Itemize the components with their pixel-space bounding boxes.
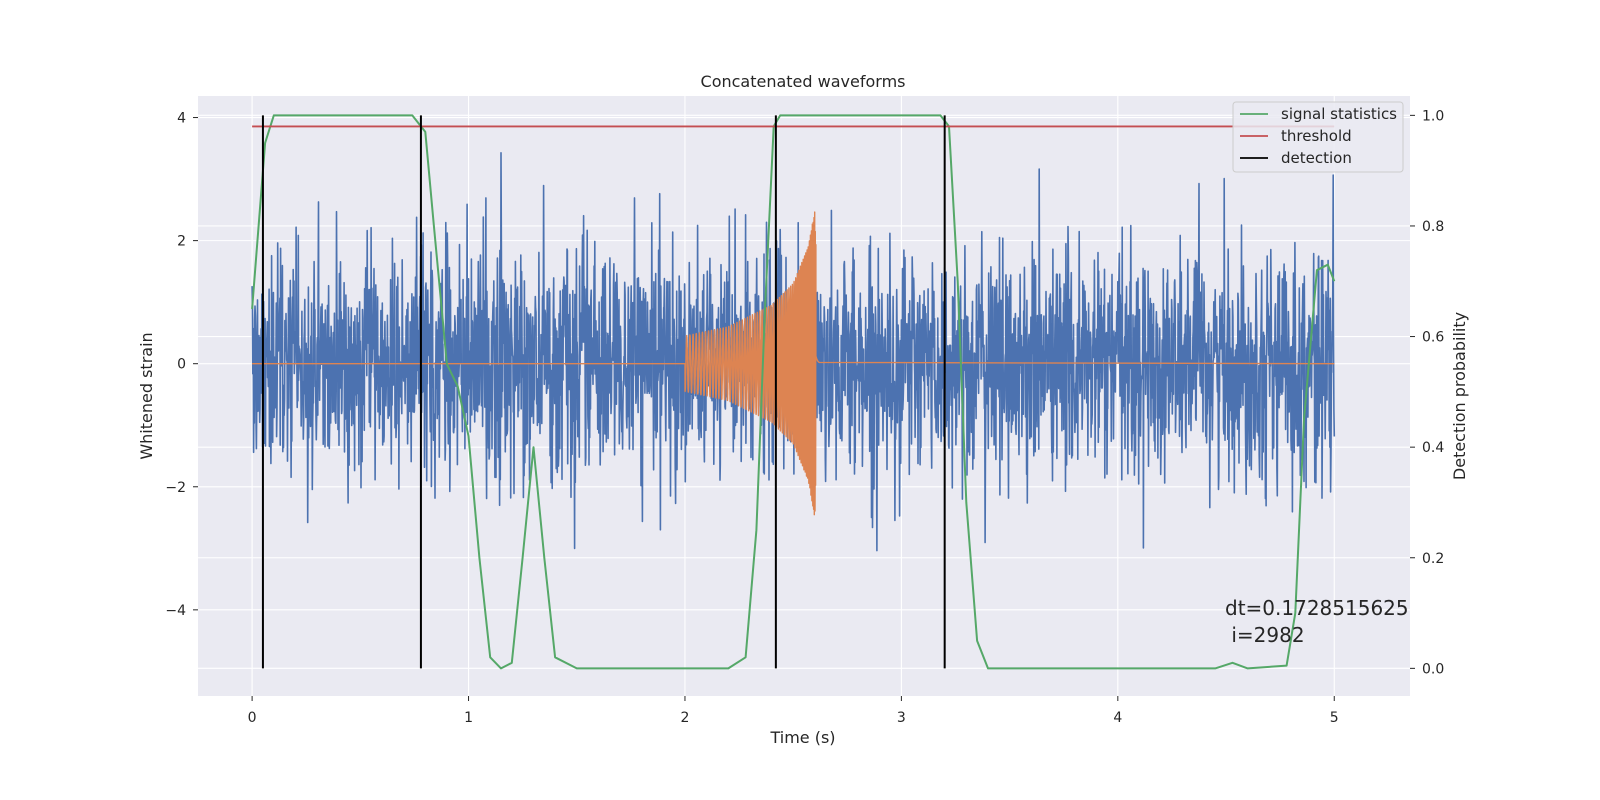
y-tick-label-4: −4 [165,603,186,619]
y2-tick-label-4: 0.2 [1422,551,1444,567]
y-tick-label-2: 0 [177,357,186,373]
signal-statistics-series [251,114,1336,670]
y-tick-label-3: −2 [165,480,186,496]
legend-label-threshold: threshold [1281,127,1352,145]
legend: signal statistics threshold detection [1232,101,1404,173]
y-tick-label-0: 4 [177,111,186,127]
annotation-dt: dt=0.1728515625 [1225,596,1409,620]
legend-box [1232,101,1404,173]
x-tick-label-5: 5 [1330,710,1339,726]
y-tick-label-1: 2 [177,234,186,250]
y2-tick-label-3: 0.4 [1422,440,1444,456]
y2-tick-label-1: 0.8 [1422,219,1444,235]
detection-series [261,115,946,669]
x-tick-label-1: 1 [464,710,473,726]
y2-tick-label-0: 1.0 [1422,108,1444,124]
y2-axis-label: Detection probability [1450,312,1469,480]
legend-label-detection: detection [1281,149,1352,167]
x-tick-label-2: 2 [681,710,690,726]
tick-labels: 0 1 2 3 4 5 4 2 0 −2 −4 1.0 0.8 0.6 0.4 0.2 0.0 [165,108,1444,726]
y2-tick-label-2: 0.6 [1422,330,1444,346]
y2-tick-label-5: 0.0 [1422,661,1444,677]
chart-title: Concatenated waveforms [701,72,906,91]
signal-statistics-line [251,114,1336,670]
y-axis-label: Whitened strain [137,332,156,459]
x-tick-label-0: 0 [248,710,257,726]
annotation-index: i=2982 [1225,623,1305,647]
legend-label-signal-statistics: signal statistics [1281,105,1397,123]
x-tick-label-4: 4 [1113,710,1122,726]
waveform-line [252,211,1335,516]
waveform-series [252,211,1335,516]
x-tick-label-3: 3 [897,710,906,726]
x-axis-label: Time (s) [769,728,835,747]
